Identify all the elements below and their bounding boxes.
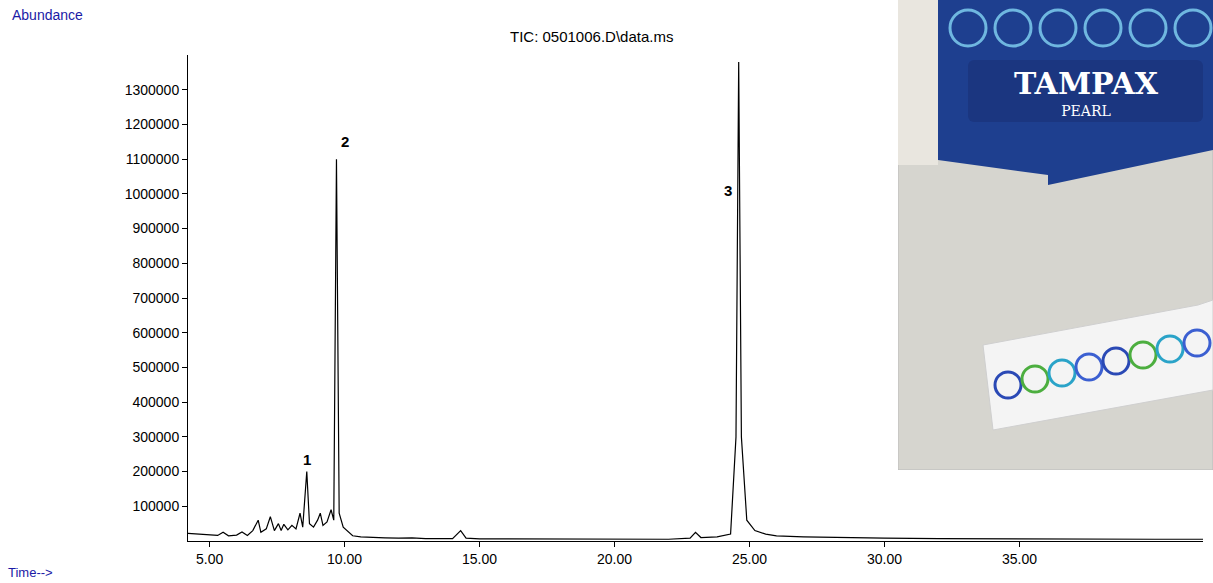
svg-text:1300000: 1300000: [125, 82, 180, 98]
svg-text:1000000: 1000000: [125, 186, 180, 202]
svg-text:1200000: 1200000: [125, 116, 180, 132]
svg-text:5.00: 5.00: [196, 551, 223, 567]
svg-text:400000: 400000: [132, 394, 179, 410]
svg-text:PEARL: PEARL: [1061, 103, 1111, 119]
svg-text:10.00: 10.00: [327, 551, 362, 567]
svg-text:600000: 600000: [132, 325, 179, 341]
svg-text:800000: 800000: [132, 255, 179, 271]
svg-text:35.00: 35.00: [1002, 551, 1037, 567]
svg-text:15.00: 15.00: [462, 551, 497, 567]
svg-text:100000: 100000: [132, 498, 179, 514]
svg-text:700000: 700000: [132, 290, 179, 306]
svg-text:300000: 300000: [132, 429, 179, 445]
svg-text:1: 1: [303, 451, 311, 468]
svg-text:Abundance: Abundance: [12, 7, 83, 23]
svg-text:TIC: 0501006.D\data.ms: TIC: 0501006.D\data.ms: [510, 28, 673, 45]
svg-text:200000: 200000: [132, 463, 179, 479]
svg-text:500000: 500000: [132, 359, 179, 375]
svg-text:900000: 900000: [132, 220, 179, 236]
svg-text:1100000: 1100000: [126, 151, 180, 167]
svg-text:25.00: 25.00: [732, 551, 767, 567]
svg-text:TAMPAX: TAMPAX: [1014, 66, 1159, 101]
svg-text:30.00: 30.00: [867, 551, 902, 567]
svg-text:Time-->: Time-->: [8, 565, 53, 580]
svg-text:2: 2: [341, 133, 349, 150]
svg-text:20.00: 20.00: [597, 551, 632, 567]
svg-text:3: 3: [724, 182, 732, 199]
